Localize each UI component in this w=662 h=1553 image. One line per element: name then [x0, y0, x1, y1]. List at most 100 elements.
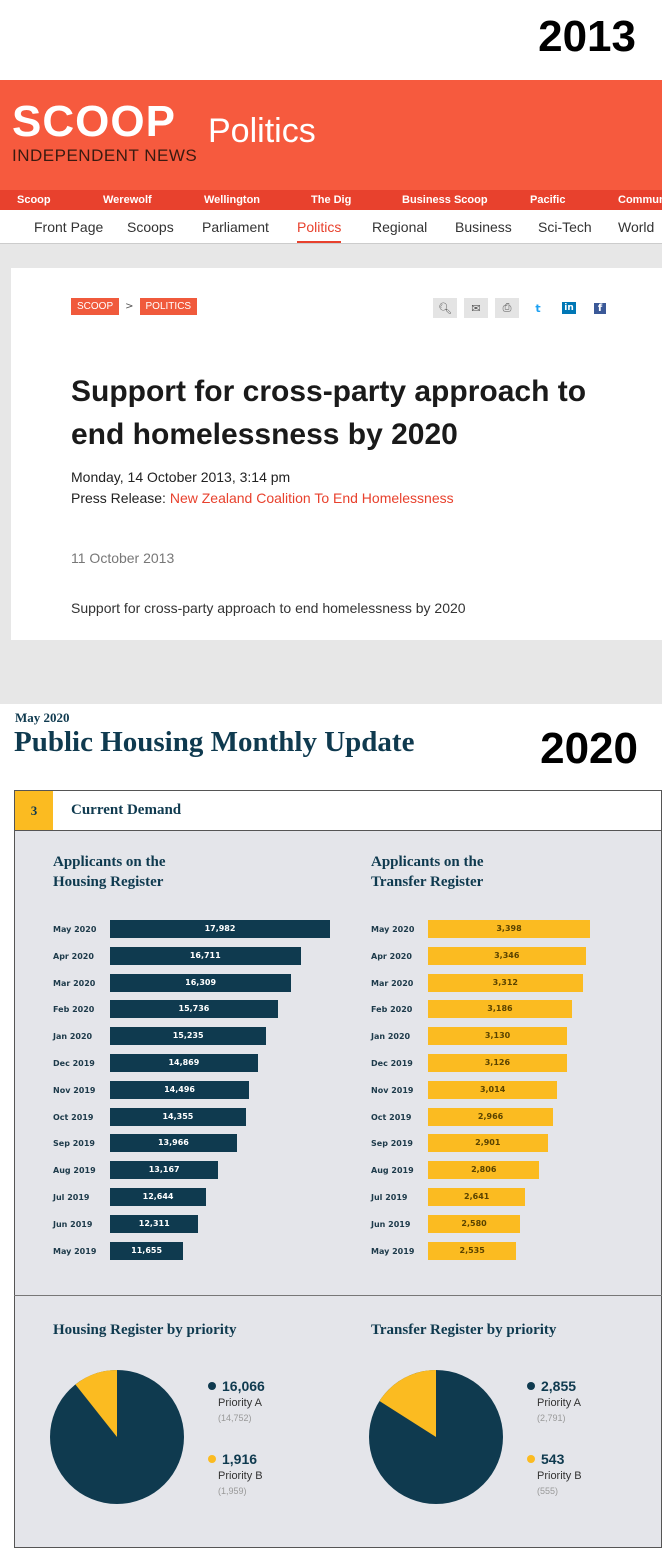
legend-value: 1,916: [222, 1451, 258, 1467]
housing-pie-title: Housing Register by priority: [53, 1322, 237, 1338]
bar: 3,398: [428, 920, 590, 938]
main-nav: Front Page Scoops Parliament Politics Re…: [0, 210, 662, 244]
bar-category-label: Mar 2020: [371, 978, 414, 988]
bar-category-label: Aug 2019: [371, 1166, 414, 1176]
legend-dot-icon: [208, 1382, 216, 1390]
bar-category-label: Jan 2020: [53, 1032, 93, 1042]
top-nav-item[interactable]: Business Scoop: [402, 194, 488, 206]
print-icon[interactable]: ⎙: [495, 298, 519, 318]
breadcrumb-scoop[interactable]: SCOOP: [71, 298, 120, 315]
year-label-2013: 2013: [538, 12, 636, 61]
top-nav: Scoop Werewolf Wellington The Dig Busine…: [0, 190, 662, 210]
bar-category-label: Feb 2020: [53, 1005, 95, 1015]
press-release-source-link[interactable]: New Zealand Coalition To End Homelessnes…: [169, 490, 454, 506]
legend-previous-value: (555): [537, 1486, 559, 1496]
bar: 2,966: [428, 1107, 554, 1126]
legend-dot-icon: [527, 1382, 535, 1390]
nav-world[interactable]: World: [618, 219, 655, 235]
bar: 14,355: [110, 1107, 246, 1126]
bar-category-label: Aug 2019: [53, 1166, 96, 1176]
bar: 3,130: [428, 1027, 568, 1046]
press-release-line: Press Release: New Zealand Coalition To …: [71, 490, 454, 506]
legend-value: 543: [541, 1451, 565, 1467]
breadcrumb-politics[interactable]: POLITICS: [139, 298, 198, 315]
legend-name: Priority B: [537, 1470, 582, 1482]
legend-previous-value: (14,752): [218, 1413, 252, 1423]
logo-subtitle: INDEPENDENT NEWS: [12, 146, 198, 165]
bar: 16,711: [110, 946, 301, 965]
pie-slice-priority-b: [379, 1370, 436, 1437]
top-nav-item[interactable]: The Dig: [311, 194, 352, 206]
bar-category-label: May 2020: [371, 925, 415, 934]
linkedin-icon[interactable]: in: [562, 302, 576, 314]
top-nav-item[interactable]: Pacific: [530, 194, 566, 206]
year-label-2020: 2020: [540, 724, 638, 773]
bar-category-label: May 2020: [53, 925, 97, 934]
facebook-icon[interactable]: f: [593, 302, 607, 314]
scoop-logo[interactable]: SCOOP: [12, 97, 176, 146]
bar-category-label: Jun 2019: [53, 1219, 93, 1229]
bar: 15,235: [110, 1027, 267, 1046]
breadcrumb: SCOOP > POLITICS: [71, 298, 198, 315]
bar-category-label: Oct 2019: [371, 1112, 412, 1122]
bar: 3,346: [428, 946, 586, 965]
bar-category-label: May 2019: [53, 1246, 97, 1256]
bar: 12,644: [110, 1188, 207, 1206]
bar: 16,309: [110, 973, 292, 992]
pie-slice-priority-b: [75, 1370, 117, 1437]
top-nav-item[interactable]: Werewolf: [103, 194, 152, 206]
bar-category-label: Jul 2019: [53, 1193, 90, 1202]
search-icon[interactable]: 🔍︎: [433, 298, 457, 318]
article-date: Monday, 14 October 2013, 3:14 pm: [71, 469, 291, 485]
mail-icon[interactable]: ✉: [464, 298, 488, 318]
release-date: 11 October 2013: [71, 550, 175, 566]
bar-category-label: Sep 2019: [371, 1139, 413, 1149]
bar-category-label: Mar 2020: [53, 978, 96, 988]
article-headline: Support for cross-party approach to end …: [71, 375, 587, 451]
twitter-icon[interactable]: t: [526, 298, 550, 318]
bar: 3,186: [428, 1000, 572, 1019]
bar: 2,580: [428, 1214, 521, 1233]
panel-divider: [14, 1295, 662, 1296]
bar: 13,167: [110, 1161, 219, 1180]
bar: 11,655: [110, 1241, 184, 1260]
legend-dot-icon: [527, 1455, 535, 1463]
nav-parliament[interactable]: Parliament: [202, 219, 269, 235]
legend-previous-value: (1,959): [218, 1486, 247, 1496]
bar: 3,312: [428, 973, 583, 992]
nav-regional[interactable]: Regional: [372, 219, 428, 235]
pie-legend-item: 543 Priority B (555): [527, 1451, 582, 1496]
nav-front-page[interactable]: Front Page: [34, 219, 104, 235]
transfer-pie-title: Transfer Register by priority: [371, 1322, 557, 1338]
section-title: Current Demand: [71, 802, 182, 818]
top-nav-item[interactable]: Scoop: [17, 194, 51, 206]
bar-category-label: Feb 2020: [371, 1005, 413, 1015]
bar-category-label: Apr 2020: [371, 951, 412, 961]
bar-category-label: Jul 2019: [371, 1193, 408, 1202]
bar: 3,014: [428, 1080, 558, 1099]
nav-politics[interactable]: Politics: [297, 219, 342, 243]
article-card: [11, 268, 662, 640]
report-title: Public Housing Monthly Update: [14, 726, 415, 758]
breadcrumb-separator: >: [125, 301, 134, 312]
legend-value: 2,855: [541, 1378, 577, 1394]
bar-category-label: Oct 2019: [53, 1112, 94, 1122]
bar: 14,496: [110, 1080, 250, 1099]
pie-legend-item: 1,916 Priority B (1,959): [208, 1451, 263, 1496]
top-nav-item[interactable]: Wellington: [204, 194, 261, 206]
scoop-header: [0, 80, 662, 190]
bar: 2,535: [428, 1241, 517, 1260]
bar-category-label: Apr 2020: [53, 951, 94, 961]
nav-scoops[interactable]: Scoops: [127, 219, 174, 235]
bar-category-label: Nov 2019: [53, 1085, 96, 1095]
legend-name: Priority A: [218, 1397, 263, 1409]
legend-value: 16,066: [222, 1378, 265, 1394]
legend-name: Priority B: [218, 1470, 263, 1482]
bar: 2,641: [428, 1188, 526, 1206]
housing-priority-pie: [50, 1370, 184, 1504]
report-date: May 2020: [15, 710, 70, 725]
nav-sci-tech[interactable]: Sci-Tech: [538, 219, 592, 235]
housing-register-title: Applicants on the Housing Register: [53, 854, 166, 890]
nav-business[interactable]: Business: [455, 219, 512, 235]
top-nav-item[interactable]: Communi: [618, 194, 662, 206]
